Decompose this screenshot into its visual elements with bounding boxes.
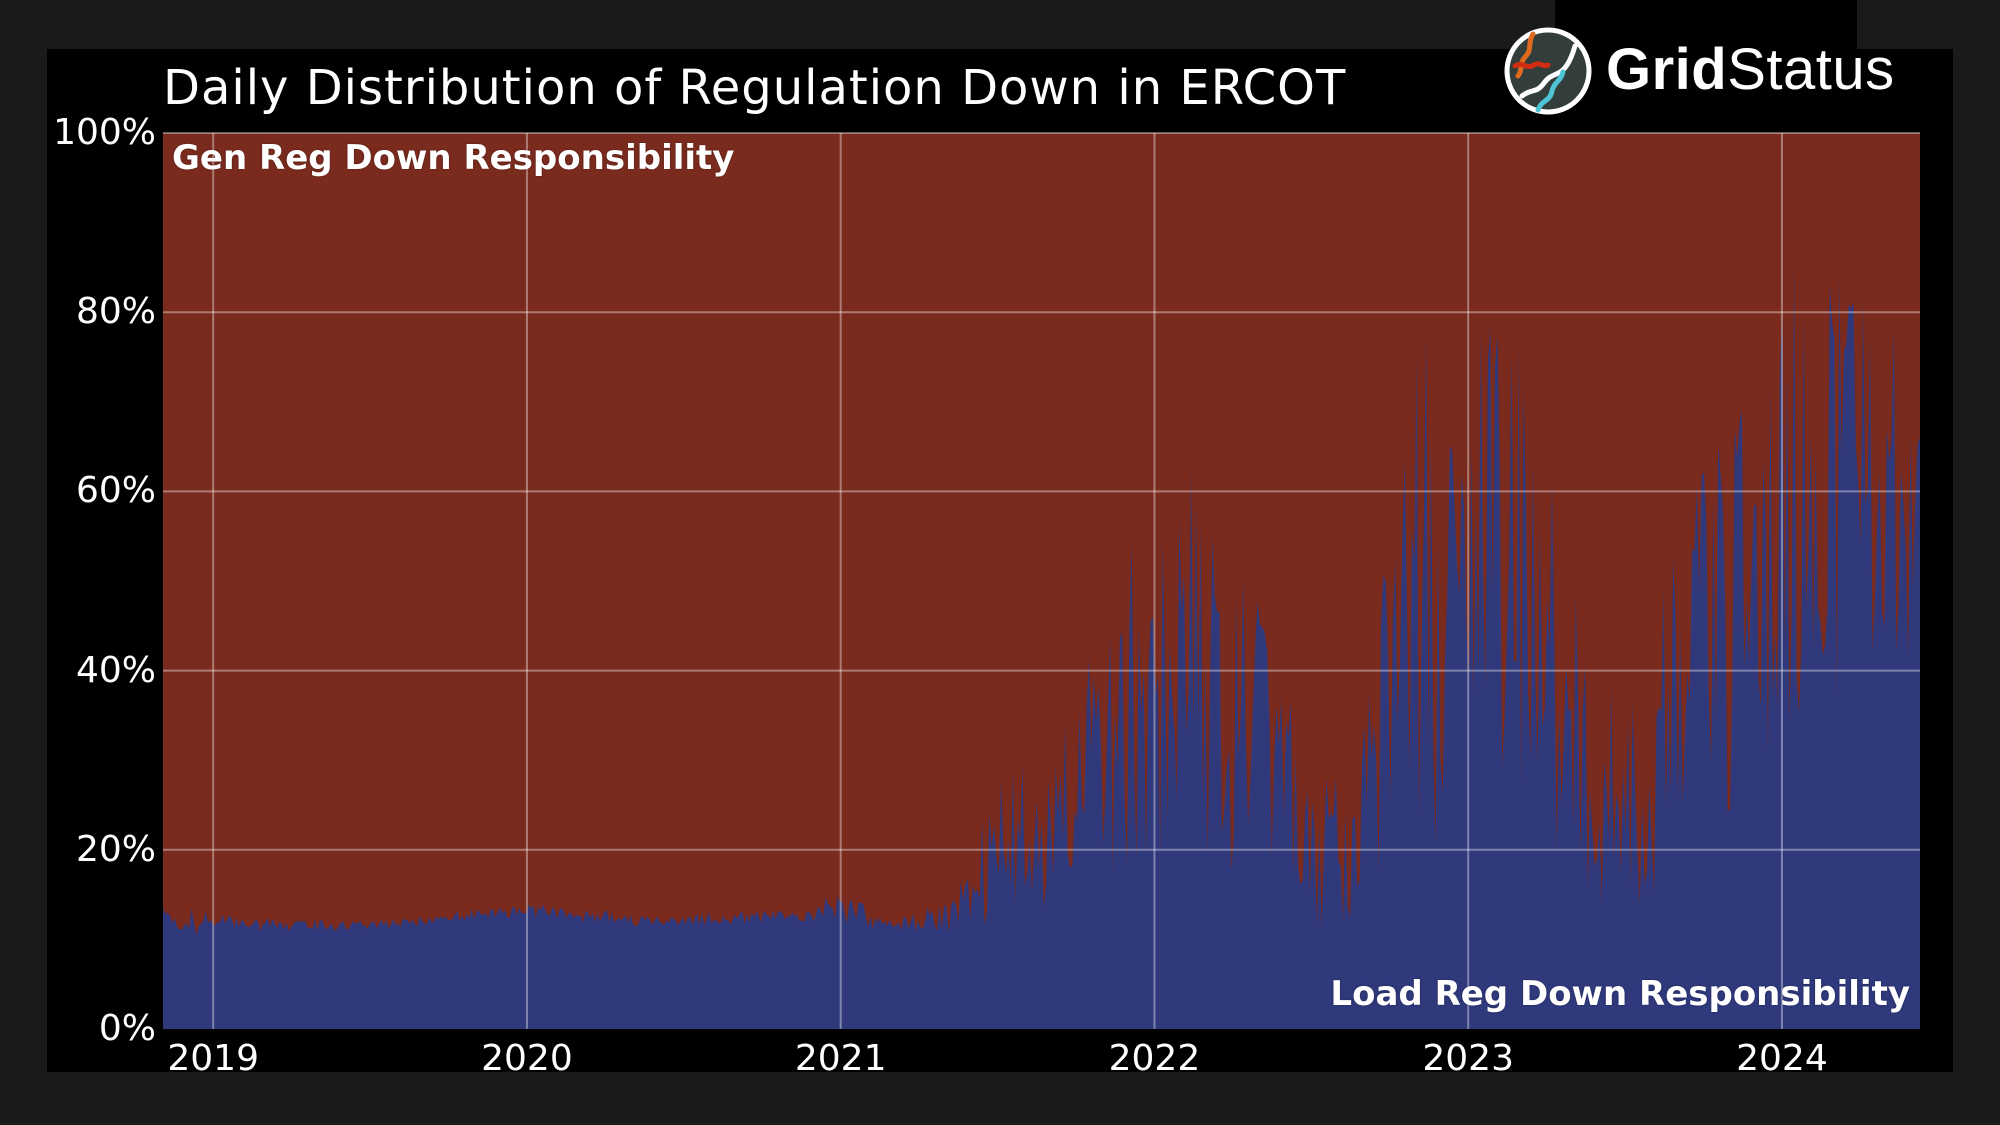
gen-reg-down-label: Gen Reg Down Responsibility bbox=[172, 138, 735, 178]
x-tick-label: 2020 bbox=[481, 1038, 573, 1079]
load-reg-down-area bbox=[163, 257, 1920, 1029]
logo-orange-line bbox=[1515, 31, 1536, 79]
y-tick-label: 20% bbox=[75, 828, 156, 870]
gridstatus-wordmark: GridStatus bbox=[1606, 39, 1895, 101]
y-tick-label: 0% bbox=[98, 1008, 156, 1049]
logo-red-line bbox=[1512, 61, 1551, 70]
y-tick-label: 100% bbox=[53, 112, 156, 153]
x-tick-label: 2022 bbox=[1108, 1038, 1201, 1079]
x-tick-label: 2019 bbox=[167, 1038, 259, 1079]
y-tick-label: 80% bbox=[75, 291, 156, 333]
logo-white-line bbox=[1519, 43, 1578, 99]
y-tick-label: 60% bbox=[75, 470, 156, 512]
page-title: Daily Distribution of Regulation Down in… bbox=[163, 60, 1347, 116]
gridstatus-logo-icon bbox=[1504, 27, 1592, 115]
x-tick-label: 2024 bbox=[1736, 1038, 1828, 1079]
logo-cyan-line bbox=[1535, 69, 1566, 113]
y-tick-label: 40% bbox=[75, 649, 156, 691]
x-tick-label: 2021 bbox=[794, 1038, 887, 1079]
wordmark-status: Status bbox=[1727, 37, 1895, 102]
logo-background-notch bbox=[1555, 0, 1857, 52]
load-reg-down-label: Load Reg Down Responsibility bbox=[1330, 974, 1910, 1014]
wordmark-grid: Grid bbox=[1606, 37, 1728, 102]
x-tick-label: 2023 bbox=[1422, 1038, 1514, 1079]
